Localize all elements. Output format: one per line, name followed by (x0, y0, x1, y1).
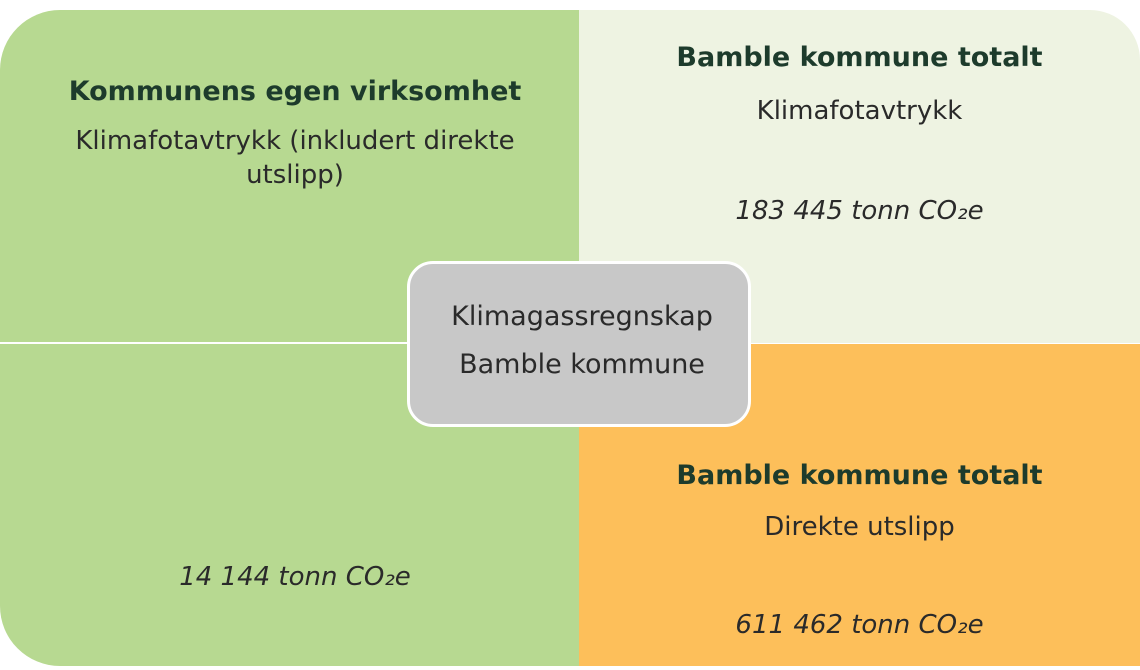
bottom-right-subtitle: Direkte utslipp (764, 512, 955, 542)
bottom-right-value: 611 462 tonn CO₂e (735, 610, 984, 640)
top-right-value: 183 445 tonn CO₂e (735, 196, 984, 226)
bottom-right-title: Bamble kommune totalt (676, 460, 1043, 491)
center-line1: Klimagassregnskap (451, 301, 713, 332)
left-subtitle: Klimafotavtrykk (inkludert direkte utsli… (75, 126, 515, 190)
top-right-title: Bamble kommune totalt (676, 42, 1043, 73)
left-value: 14 144 tonn CO₂e (179, 562, 411, 592)
divider (0, 342, 579, 344)
center-line2: Bamble kommune (459, 349, 705, 380)
left-title: Kommunens egen virksomhet (68, 76, 522, 107)
center-box (407, 261, 751, 427)
top-right-subtitle: Klimafotavtrykk (756, 96, 963, 126)
